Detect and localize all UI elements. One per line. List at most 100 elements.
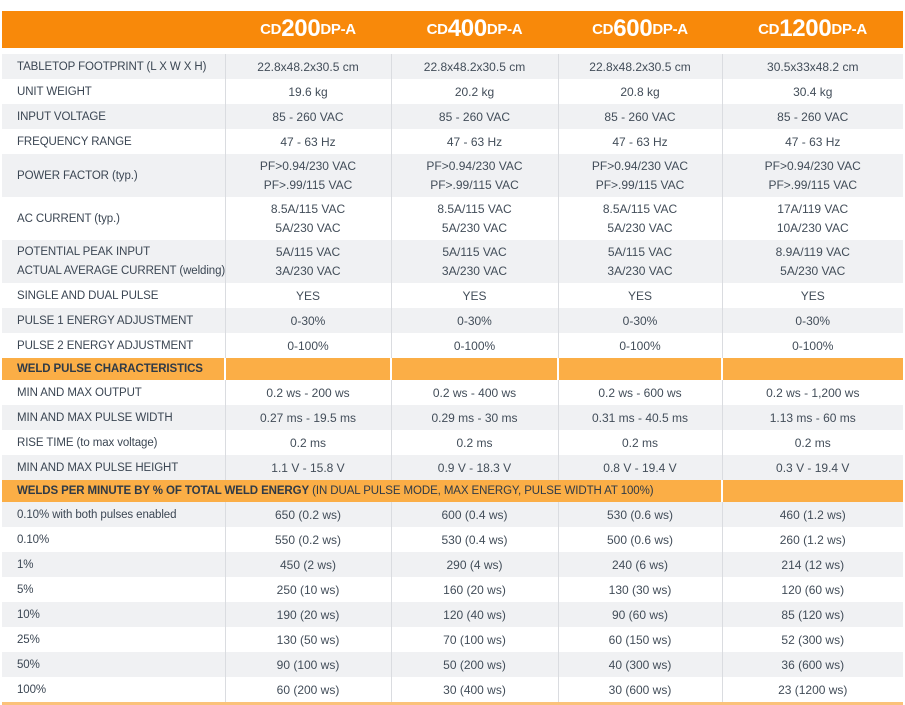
spec-value: 0.2 ms (224, 430, 391, 455)
spec-value: 19.6 kg (224, 79, 391, 104)
spec-value: 0.9 V - 18.3 V (390, 455, 558, 480)
section-filler (390, 358, 558, 380)
spec-row: SINGLE AND DUAL PULSE YES YES YES YES (2, 283, 903, 308)
spec-value: 0-100% (557, 333, 722, 358)
section-row: WELD PULSE CHARACTERISTICS (2, 358, 903, 380)
spec-value: 22.8x48.2x30.5 cm (390, 54, 558, 79)
spec-value: 36 (600 ws) (721, 652, 903, 677)
bottom-accent-line (2, 702, 903, 705)
spec-value: 1.1 V - 15.8 V (224, 455, 391, 480)
row-label: UNIT WEIGHT (17, 85, 92, 98)
spec-value: 0.2 ms (557, 430, 722, 455)
spec-table: TABLETOP FOOTPRINT (L X W X H) 22.8x48.2x… (2, 54, 903, 702)
spec-value: 0.27 ms - 19.5 ms (224, 405, 391, 430)
row-label: SINGLE AND DUAL PULSE (17, 289, 159, 302)
spec-row: AC CURRENT (typ.) 8.5A/115 VAC 5A/230 VAC 8… (2, 197, 903, 240)
spec-value: 120 (40 ws) (390, 602, 558, 627)
spec-value: 190 (20 ws) (224, 602, 391, 627)
spec-value: 0.2 ms (390, 430, 558, 455)
spec-value: 0-30% (224, 308, 391, 333)
row-label: 50% (2, 652, 225, 677)
spec-value: 20.2 kg (390, 79, 558, 104)
spec-value: 23 (1200 ws) (721, 677, 903, 702)
section-filler (557, 358, 722, 380)
spec-row: TABLETOP FOOTPRINT (L X W X H) 22.8x48.2x… (2, 54, 903, 79)
spec-row: 50% 90 (100 ws) 50 (200 ws) 40 (300 ws) 36 (… (2, 652, 903, 677)
spec-value: 0.31 ms - 40.5 ms (557, 405, 722, 430)
row-label: 25% (17, 633, 40, 646)
spec-value: 130 (30 ws) (557, 577, 722, 602)
row-label: RISE TIME (to max voltage) (17, 436, 158, 449)
spec-row: PULSE 2 ENERGY ADJUSTMENT 0-100% 0-100% 0-1… (2, 333, 903, 358)
spec-value: 52 (300 ws) (721, 627, 903, 652)
row-label: 0.10% with both pulses enabled (2, 502, 225, 527)
row-label: MIN AND MAX PULSE HEIGHT (2, 455, 225, 480)
row-label: 100% (17, 683, 47, 696)
product-header-row: CD 200 DP-A CD 400 DP-A CD 600 DP-A CD 1200 DP-A (2, 11, 903, 48)
spec-value: 70 (100 ws) (390, 627, 558, 652)
row-label: 1% (2, 552, 225, 577)
spec-value: 250 (10 ws) (224, 577, 391, 602)
spec-value: 85 - 260 VAC (390, 104, 558, 129)
spec-value: 5A/115 VAC 3A/230 VAC (557, 240, 722, 283)
section-filler (224, 358, 391, 380)
spec-value: 290 (4 ws) (390, 552, 558, 577)
spec-row: 0.10% 550 (0.2 ws) 530 (0.4 ws) 500 (0.6 ws… (2, 527, 903, 552)
spec-value: 0-30% (557, 308, 722, 333)
spec-value: 530 (0.4 ws) (390, 527, 558, 552)
spec-value: 0-100% (721, 333, 903, 358)
spec-value: 0-30% (721, 308, 903, 333)
spec-value: 60 (200 ws) (224, 677, 391, 702)
row-label: PULSE 1 ENERGY ADJUSTMENT (2, 308, 225, 333)
spec-value: 650 (0.2 ws) (224, 502, 391, 527)
spec-value: 17A/119 VAC 10A/230 VAC (721, 197, 903, 240)
spec-value: PF>0.94/230 VAC PF>.99/115 VAC (224, 154, 391, 197)
spec-value: 450 (2 ws) (224, 552, 391, 577)
spec-row: FREQUENCY RANGE 47 - 63 Hz 47 - 63 Hz 47 - … (2, 129, 903, 154)
spec-value: 600 (0.4 ws) (390, 502, 558, 527)
header-spacer (2, 11, 225, 48)
spec-value: YES (390, 283, 558, 308)
spec-value: YES (224, 283, 391, 308)
spec-value: 22.8x48.2x30.5 cm (557, 54, 722, 79)
spec-value: 47 - 63 Hz (390, 129, 558, 154)
spec-value: 30.4 kg (721, 79, 903, 104)
spec-value: 260 (1.2 ws) (721, 527, 903, 552)
spec-value: 0.2 ws - 400 ws (390, 380, 558, 405)
spec-row: UNIT WEIGHT 19.6 kg 20.2 kg 20.8 kg 30.4 kg (2, 79, 903, 104)
spec-value: 60 (150 ws) (557, 627, 722, 652)
spec-value: 47 - 63 Hz (557, 129, 722, 154)
spec-value: 8.5A/115 VAC 5A/230 VAC (557, 197, 722, 240)
row-label: MIN AND MAX PULSE WIDTH (2, 405, 225, 430)
row-label: MIN AND MAX OUTPUT (17, 386, 142, 399)
spec-value: 0.2 ws - 600 ws (557, 380, 722, 405)
row-label: TABLETOP FOOTPRINT (L X W X H) (2, 54, 225, 79)
spec-value: 130 (50 ws) (224, 627, 391, 652)
row-label: INPUT VOLTAGE (2, 104, 225, 129)
spec-row: INPUT VOLTAGE 85 - 260 VAC 85 - 260 VAC 85 … (2, 104, 903, 129)
spec-value: PF>0.94/230 VAC PF>.99/115 VAC (557, 154, 722, 197)
row-label: POTENTIAL PEAK INPUT ACTUAL AVERAGE CURRE… (2, 240, 225, 283)
spec-value: 8.5A/115 VAC 5A/230 VAC (224, 197, 391, 240)
spec-value: 160 (20 ws) (390, 577, 558, 602)
product-header: CD 200 DP-A (260, 14, 356, 42)
spec-value: 47 - 63 Hz (721, 129, 903, 154)
spec-value: 0-100% (224, 333, 391, 358)
spec-row: PULSE 1 ENERGY ADJUSTMENT 0-30% 0-30% 0-30%… (2, 308, 903, 333)
spec-value: 85 (120 ws) (721, 602, 903, 627)
spec-value: 47 - 63 Hz (224, 129, 391, 154)
spec-value: 0.2 ws - 200 ws (224, 380, 391, 405)
spec-row: POTENTIAL PEAK INPUT ACTUAL AVERAGE CURRE… (2, 240, 903, 283)
spec-value: 40 (300 ws) (557, 652, 722, 677)
spec-value: 90 (60 ws) (557, 602, 722, 627)
spec-value: 20.8 kg (557, 79, 722, 104)
spec-value: 240 (6 ws) (557, 552, 722, 577)
spec-row: MIN AND MAX OUTPUT 0.2 ws - 200 ws 0.2 ws … (2, 380, 903, 405)
row-label: POWER FACTOR (typ.) (2, 154, 225, 197)
row-label: 0.10% (17, 533, 50, 546)
row-label: PULSE 2 ENERGY ADJUSTMENT (17, 339, 194, 352)
spec-value: 0.29 ms - 30 ms (390, 405, 558, 430)
section-filler (721, 480, 903, 502)
spec-value: 8.9A/119 VAC 5A/230 VAC (721, 240, 903, 283)
spec-value: 85 - 260 VAC (721, 104, 903, 129)
